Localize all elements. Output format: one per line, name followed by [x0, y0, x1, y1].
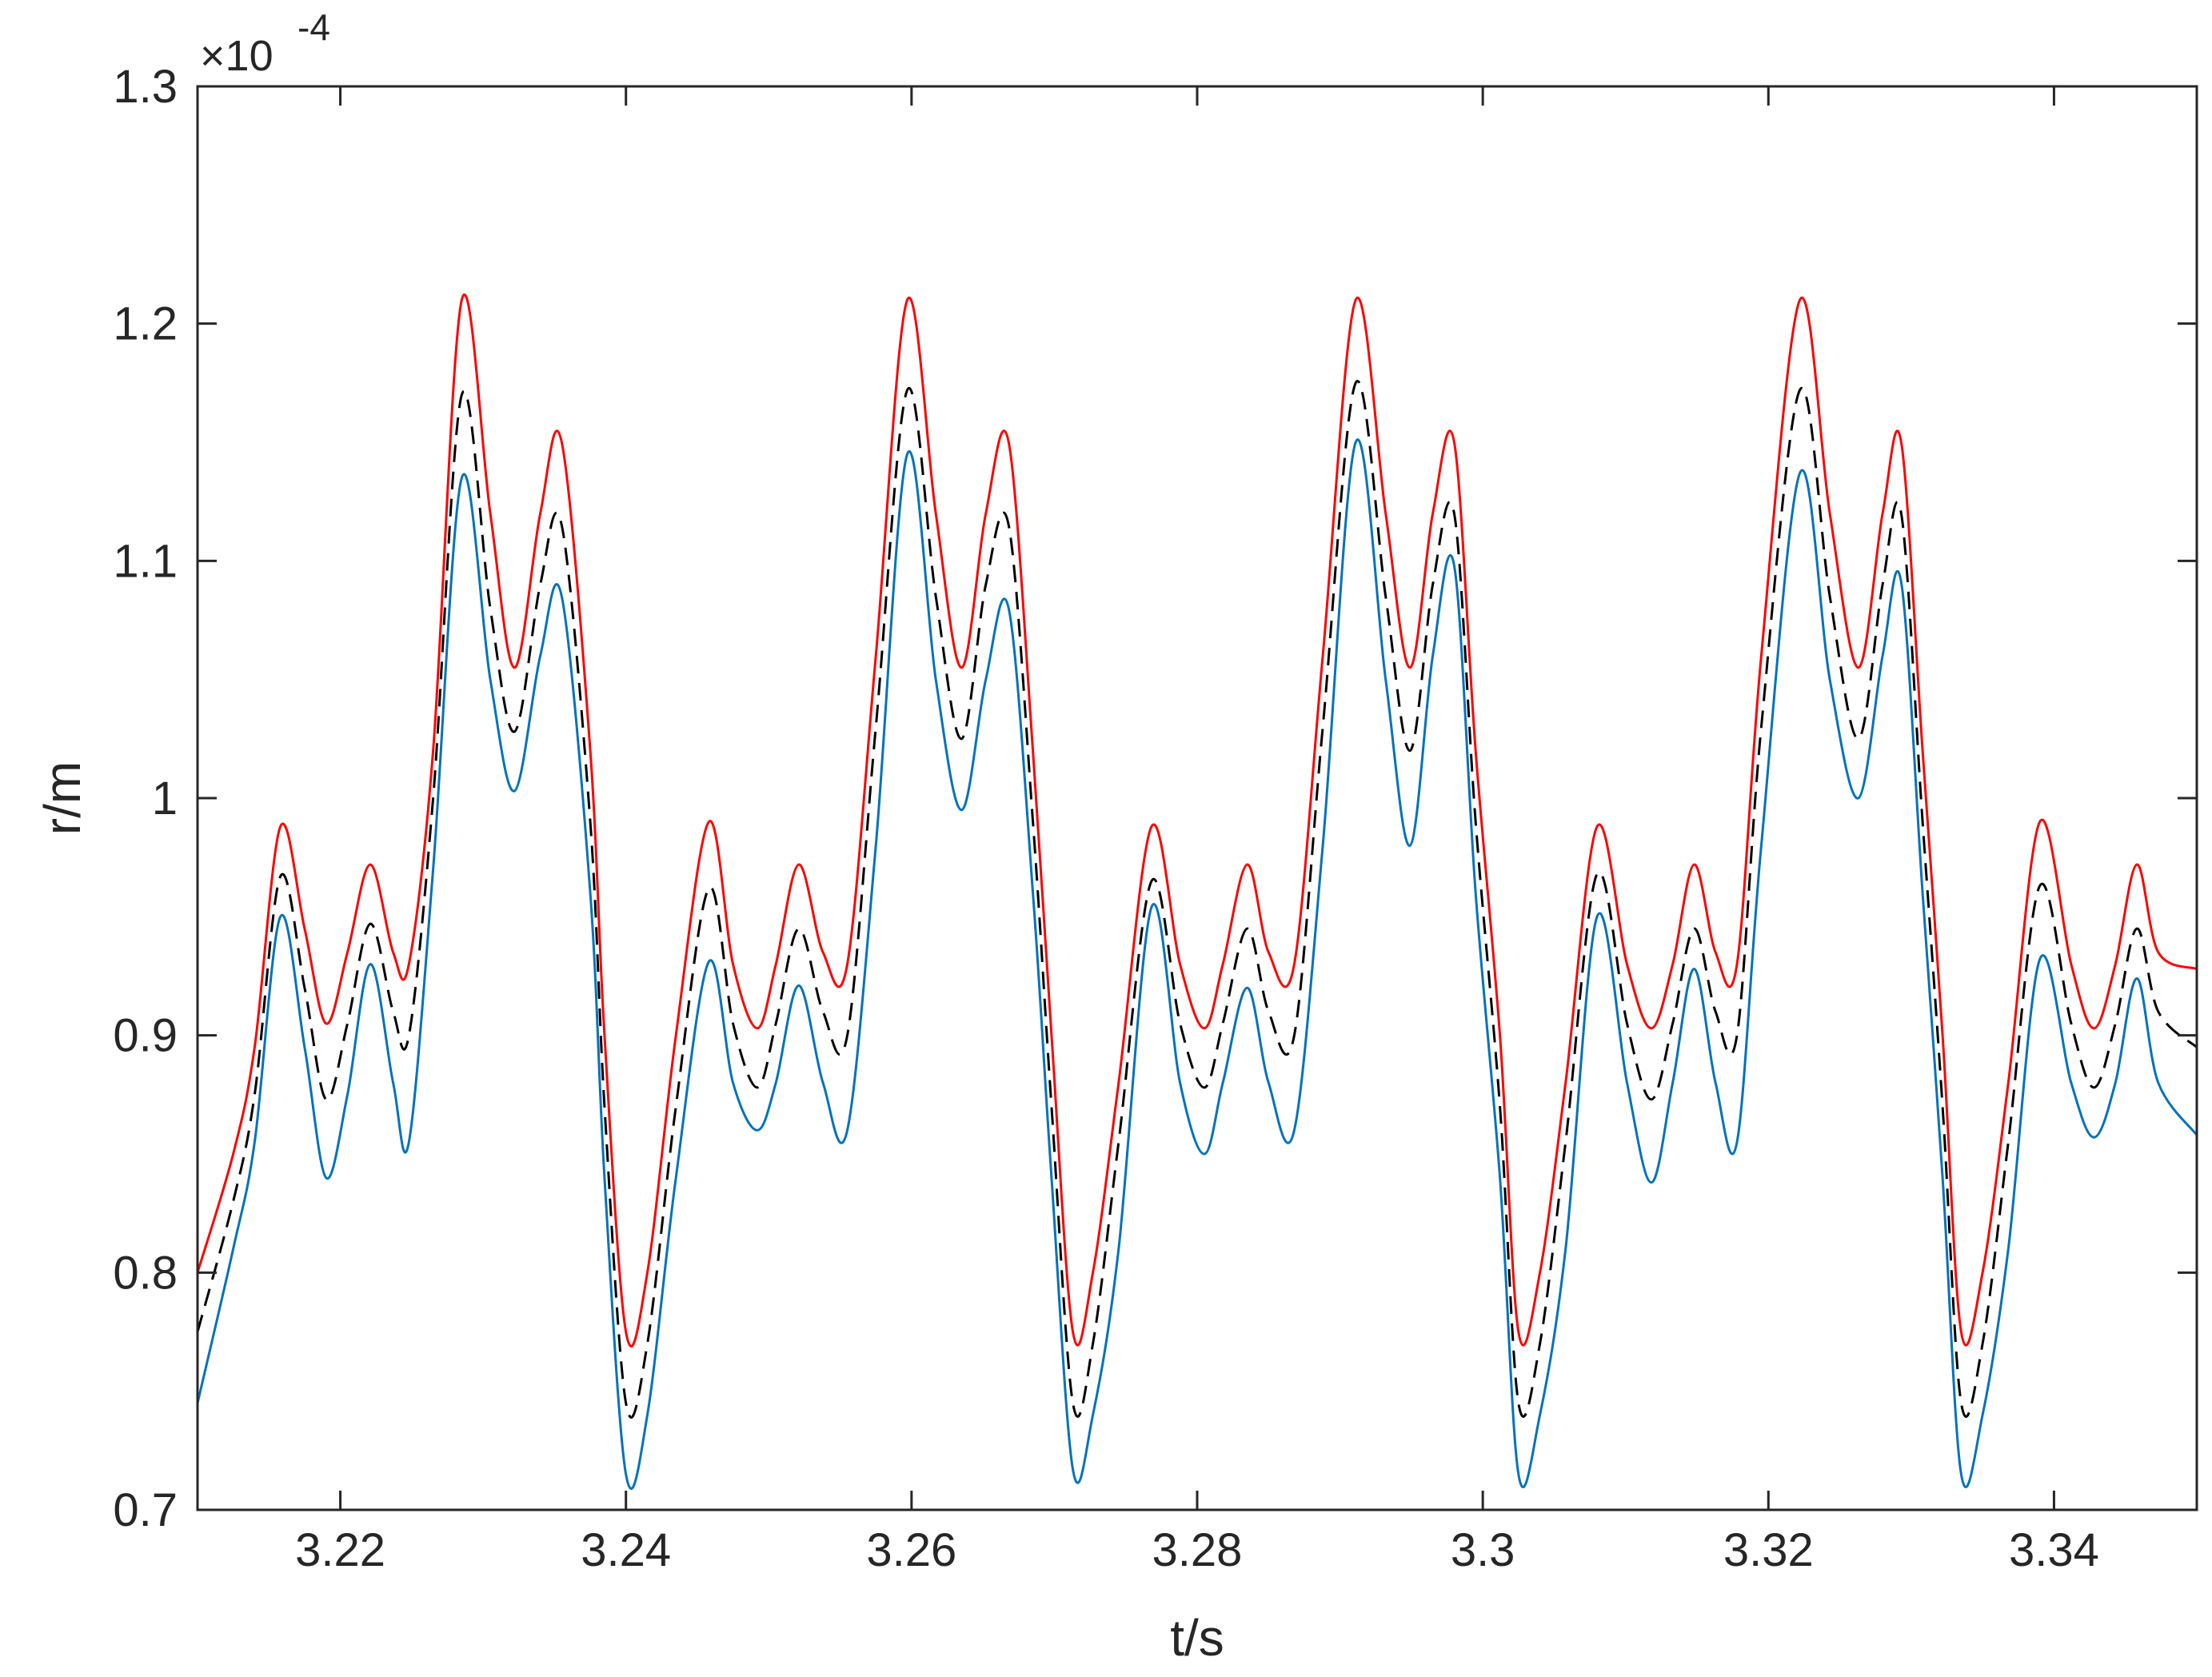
x-axis-label: t/s — [1170, 1609, 1224, 1667]
y-tick-label: 1.2 — [113, 298, 178, 350]
ticks-layer: 3.22 3.24 3.26 3.28 3.3 3.32 3.34 0.7 0.8 0.9 1 1.1… — [113, 61, 2197, 1576]
x-tick-label: 3.24 — [581, 1524, 671, 1576]
y-tick-label: 0.8 — [113, 1247, 178, 1299]
y-tick-label: 1.1 — [113, 535, 178, 587]
x-tick-label: 3.3 — [1451, 1524, 1515, 1576]
x-tick-label: 3.32 — [1723, 1524, 1814, 1576]
x-tick-label: 3.22 — [295, 1524, 385, 1576]
y-tick-label: 1.3 — [113, 61, 178, 113]
y-tick-label: 0.9 — [113, 1010, 178, 1062]
y-axis-label: r/m — [34, 761, 91, 835]
y-exponent: ×10 -4 — [200, 6, 330, 80]
series-line-2 — [198, 379, 2197, 1419]
y-tick-label: 0.7 — [113, 1484, 178, 1536]
x-tick-label: 3.28 — [1152, 1524, 1243, 1576]
x-tick-label: 3.26 — [866, 1524, 956, 1576]
y-exponent-base: ×10 — [200, 32, 274, 80]
series-layer — [198, 293, 2197, 1490]
y-exponent-power: -4 — [297, 6, 330, 48]
plot-area — [198, 86, 2197, 1510]
series-line-1 — [198, 293, 2197, 1348]
y-tick-label: 1 — [152, 773, 178, 825]
x-tick-label: 3.34 — [2009, 1524, 2099, 1576]
series-line-3 — [198, 438, 2197, 1490]
